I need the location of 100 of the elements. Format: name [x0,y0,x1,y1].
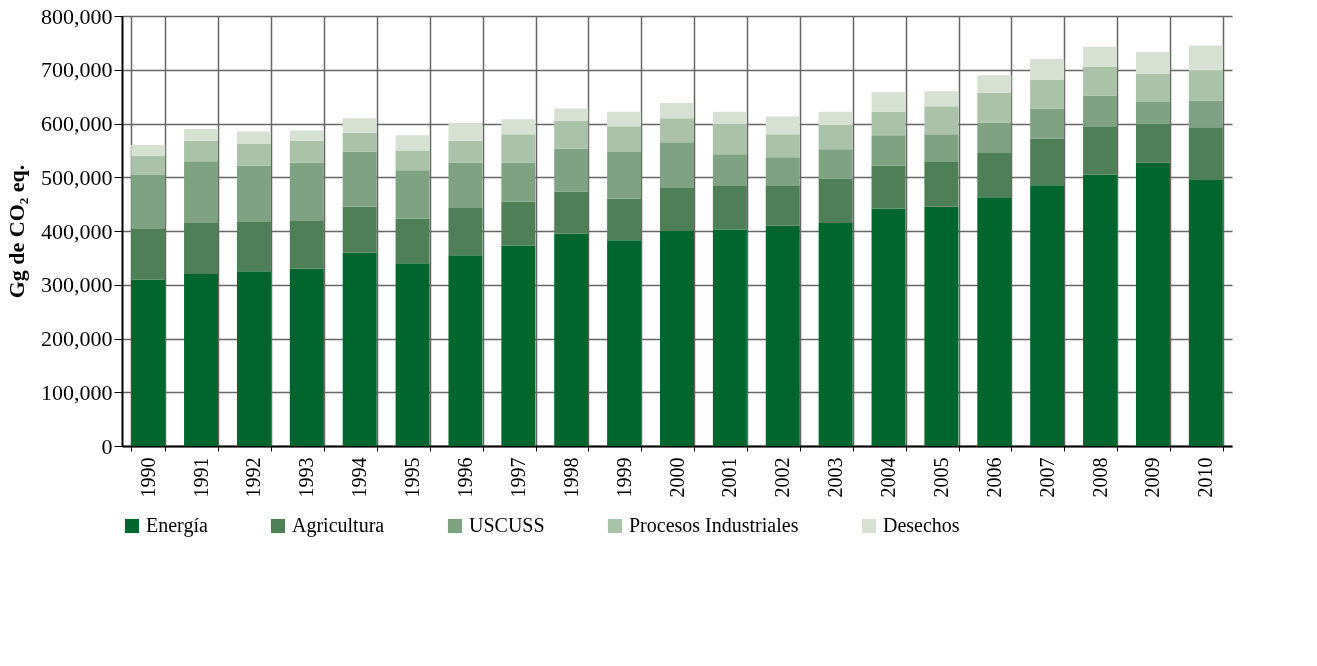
bar [131,155,166,175]
x-tick-label: 2008 [1088,457,1111,498]
bar [871,111,906,136]
x-tick-label: 1993 [295,457,318,498]
bar [765,134,800,158]
bar [395,218,430,264]
y-tick-label: 300,000 [41,272,113,298]
bar [448,162,483,208]
x-tick-label: 2001 [718,457,741,498]
bar [660,231,694,446]
bar [924,161,959,207]
bar [554,120,589,149]
bar [765,225,800,446]
x-tick-label: 1997 [506,457,529,498]
bar [977,75,1012,93]
bar [924,206,959,446]
bar [342,151,377,207]
bar [395,150,430,171]
bar [977,92,1012,123]
bar [131,228,166,280]
bar [131,174,166,229]
x-tick-label: 1999 [612,457,635,498]
bar [977,153,1012,198]
legend-label: Agricultura [292,514,385,537]
bar [448,255,483,446]
bar [184,274,219,446]
bar [501,245,536,446]
y-tick-label: 200,000 [41,326,113,351]
x-tick-label: 2003 [824,457,847,498]
bar [236,165,271,222]
bar [977,122,1012,154]
bar [1030,185,1065,446]
x-tick-label: 2002 [771,457,794,498]
x-tick-label: 2010 [1194,457,1217,498]
bar [607,111,642,127]
bar [1188,127,1223,180]
bar [660,103,694,119]
bar [289,140,324,163]
bar [924,134,959,162]
bar [1135,52,1170,75]
bar [1188,45,1223,71]
x-tick-label: 1998 [559,457,582,498]
bar [1135,123,1170,163]
bar [765,185,800,226]
bar [448,123,483,141]
bar [607,151,642,199]
y-tick-label: 800,000 [41,3,113,29]
x-tick-label: 1994 [348,457,371,498]
bar [448,207,483,256]
bar [289,162,324,221]
bar [1030,108,1065,139]
bar [660,118,694,143]
y-tick-label: 700,000 [41,57,113,83]
legend-label: Desechos [883,514,960,536]
bar [871,208,906,446]
bar [1083,126,1118,175]
x-tick-label: 2007 [1035,457,1058,498]
bar [924,106,959,135]
x-tick-label: 1992 [242,457,265,498]
x-tick-label: 2006 [982,457,1005,498]
y-tick-label: 400,000 [41,218,113,244]
bar [818,149,853,179]
bar [236,271,271,446]
y-tick-label: 100,000 [41,379,113,405]
y-tick-label: 600,000 [41,111,113,136]
bar [1083,46,1118,68]
x-tick-label: 2005 [929,457,952,498]
bar [1030,79,1065,109]
bar [289,220,324,269]
bar [1135,74,1170,102]
bar [607,240,642,446]
bar [977,197,1012,446]
bar [342,118,377,133]
bar [184,128,219,141]
bar [712,111,747,125]
bar [765,157,800,186]
bar [289,130,324,141]
bar [395,263,430,446]
bar [712,229,747,446]
bar [1188,70,1223,101]
x-tick-label: 1995 [401,457,424,498]
bar [395,135,430,151]
x-tick-label: 2004 [877,457,900,498]
bar [131,279,166,446]
x-tick-label: 1990 [136,457,159,498]
bar [712,154,747,186]
y-tick-label: 0 [101,433,113,459]
bar [818,222,853,446]
bar [554,233,589,446]
bar [1083,174,1118,446]
y-tick-label: 500,000 [41,164,113,190]
bar [871,92,906,112]
bar [554,148,589,192]
bar [501,134,536,163]
bar [1135,102,1170,124]
y-axis-title: Gg de CO₂ eq. [4,164,29,299]
bar [871,135,906,166]
bar [236,143,271,166]
bar [660,142,694,188]
bar [1083,67,1118,96]
